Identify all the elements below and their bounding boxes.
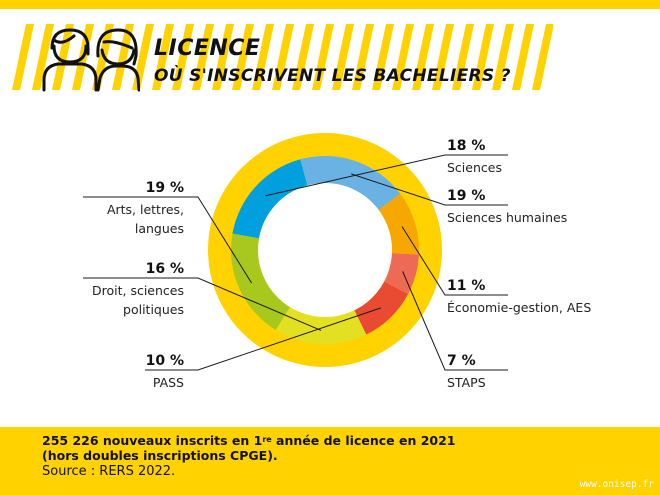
percent-label-staps: 7 % — [447, 353, 476, 369]
percent-label-droit-sciences-politiques: 16 % — [146, 261, 184, 277]
percent-label-sciences: 18 % — [447, 138, 485, 154]
percent-label-arts-lettres-langues: 19 % — [146, 180, 184, 196]
title-stripe — [112, 24, 134, 90]
title-stripe — [532, 24, 553, 90]
category-label-sciences: Sciences — [447, 160, 502, 175]
donut-hole — [258, 183, 392, 317]
slice-droit-sciences-politiques — [275, 307, 367, 344]
footer-note: (hors doubles inscriptions CPGE). — [42, 448, 278, 463]
percent-label-sciences-humaines: 19 % — [447, 188, 485, 204]
title-stripe — [232, 24, 254, 90]
title-stripe — [292, 24, 314, 90]
title-stripe — [152, 24, 174, 90]
footer-total-text-end: année de licence en 2021 — [271, 433, 456, 448]
title-stripe — [352, 24, 374, 90]
slice-arts-lettres-langues — [231, 233, 290, 331]
title-stripe — [432, 24, 454, 90]
title-stripe — [492, 24, 514, 90]
title-stripe — [412, 24, 434, 90]
category-label-pass: PASS — [153, 375, 184, 390]
category-label-droit-sciences-politiques: politiques — [123, 302, 184, 317]
title-stripe — [252, 24, 274, 90]
title-stripe — [192, 24, 214, 90]
page-subtitle: OÙ S'INSCRIVENT LES BACHELIERS ? — [154, 66, 511, 86]
leader-line-pass — [145, 307, 382, 371]
category-label-arts-lettres-langues: langues — [135, 221, 184, 236]
category-label-economie-gestion-aes: Économie-gestion, AES — [447, 300, 591, 315]
title-stripe — [172, 24, 194, 90]
title-stripe — [312, 24, 334, 90]
people-icon — [42, 28, 140, 92]
title-stripe — [212, 24, 234, 90]
top-yellow-band — [0, 0, 660, 9]
title-stripe — [452, 24, 474, 90]
title-stripe — [12, 24, 34, 90]
footer-total-text: 255 226 nouveaux inscrits en 1 — [42, 433, 263, 448]
donut-chart: 18 % Sciences 19 % Sciences humaines 11 % Éco… — [83, 133, 591, 390]
footer-band: 255 226 nouveaux inscrits en 1re année d… — [0, 427, 660, 495]
category-label-sciences-humaines: Sciences humaines — [447, 210, 567, 225]
title-stripe — [332, 24, 354, 90]
slice-economie-gestion-aes — [378, 193, 419, 255]
page-title: LICENCE — [154, 36, 261, 61]
leader-line-sciences-humaines — [351, 173, 508, 206]
percent-label-pass: 10 % — [146, 353, 184, 369]
title-stripe — [32, 24, 54, 90]
category-label-arts-lettres-langues: Arts, lettres, — [107, 202, 184, 217]
leader-line-droit-sciences-politiques — [83, 277, 322, 331]
percent-label-economie-gestion-aes: 11 % — [447, 278, 485, 294]
title-stripe — [372, 24, 394, 90]
title-stripe — [512, 24, 534, 90]
title-stripes-decoration — [12, 24, 553, 90]
title-block: LICENCE OÙ S'INSCRIVENT LES BACHELIERS ? — [154, 38, 511, 85]
slice-sciences-humaines — [300, 156, 401, 210]
title-stripe — [392, 24, 414, 90]
footer-total-line: 255 226 nouveaux inscrits en 1re année d… — [42, 433, 660, 448]
slice-pass — [354, 281, 408, 335]
category-label-staps: STAPS — [447, 375, 486, 390]
title-stripe — [472, 24, 494, 90]
slice-staps — [384, 253, 419, 295]
leader-line-sciences — [265, 154, 508, 197]
leader-line-economie-gestion-aes — [401, 226, 508, 296]
title-stripe — [272, 24, 294, 90]
leader-line-staps — [402, 271, 508, 371]
leader-line-arts-lettres-langues — [83, 196, 252, 284]
watermark-url: www.onisep.fr — [579, 479, 654, 490]
category-label-droit-sciences-politiques: Droit, sciences — [92, 283, 184, 298]
footer-source: Source : RERS 2022. — [42, 464, 176, 479]
footer-superscript: re — [262, 435, 272, 444]
slice-sciences — [232, 159, 308, 239]
